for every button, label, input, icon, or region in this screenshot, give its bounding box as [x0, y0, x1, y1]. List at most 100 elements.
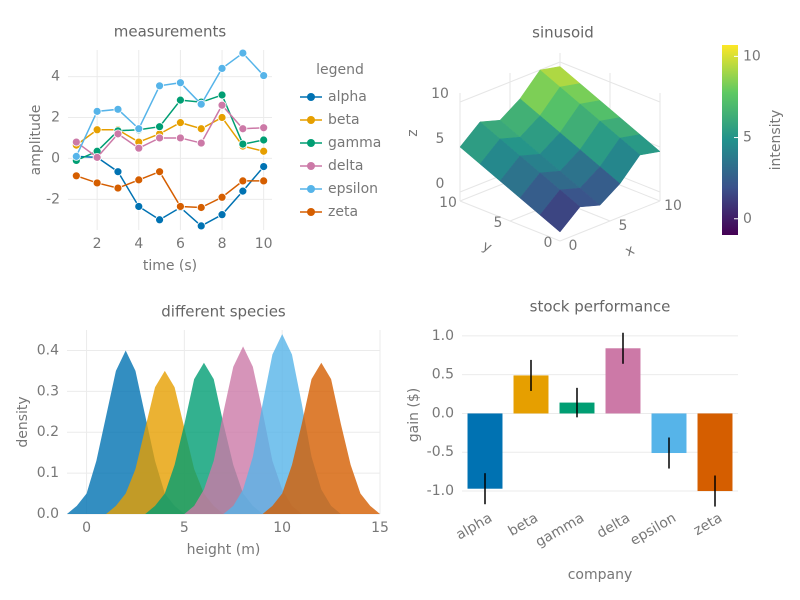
colorbar-tick-label: 5	[743, 130, 752, 146]
z-tick-label: 0	[436, 176, 445, 192]
colorbar-tick-label: 0	[743, 211, 752, 227]
marker	[259, 135, 269, 145]
legend-marker	[307, 93, 315, 101]
legend-marker	[307, 116, 315, 124]
x-axis-label: time (s)	[143, 258, 197, 274]
y-axis-label: amplitude	[28, 105, 44, 176]
x-tick-label: gamma	[533, 510, 587, 551]
surface-patch	[539, 189, 581, 233]
x-axis-label: height (m)	[187, 542, 261, 558]
density-area	[252, 362, 380, 514]
chart-title: different species	[161, 303, 286, 321]
grid-line	[559, 61, 661, 103]
density-area	[96, 370, 234, 514]
marker	[259, 71, 269, 80]
series-line	[75, 116, 264, 152]
legend-marker	[307, 139, 315, 147]
marker	[134, 124, 144, 134]
marker	[238, 186, 248, 196]
series-line	[76, 94, 264, 162]
marker	[176, 118, 185, 128]
marker	[134, 202, 144, 211]
y-tick-label: 0.4	[37, 342, 59, 358]
series-line	[75, 52, 265, 157]
marker	[92, 178, 102, 188]
x-axis-label: x	[623, 242, 637, 260]
x-tick-label: zeta	[691, 510, 725, 539]
marker	[217, 90, 227, 100]
marker	[71, 137, 81, 147]
y-tick-label: 2	[51, 110, 60, 126]
colorbar	[722, 45, 738, 235]
density-area	[135, 362, 273, 514]
x-tick-label: alpha	[453, 510, 495, 543]
y-axis-label: y	[480, 238, 494, 256]
x-tick-label: 10	[273, 520, 291, 536]
x-tick-label: 0	[82, 520, 91, 536]
marker	[113, 167, 123, 177]
z-tick-label: 10	[431, 86, 449, 102]
y-tick-label: 0.0	[432, 405, 454, 421]
x-tick-label: 2	[93, 236, 102, 252]
y-tick-label: 0	[51, 150, 60, 166]
z-axis-label: z	[405, 129, 421, 136]
legend-label: beta	[328, 112, 360, 128]
x-tick-label: delta	[594, 510, 633, 542]
x-tick-label: 5	[619, 218, 628, 234]
marker	[259, 123, 269, 133]
y-tick-label: 1.0	[432, 328, 454, 344]
marker	[259, 176, 269, 186]
marker	[196, 124, 206, 134]
y-tick-label: 5	[494, 215, 503, 231]
marker	[92, 125, 102, 135]
z-tick-label: 5	[436, 131, 445, 147]
density-area	[174, 346, 312, 514]
legend-label: alpha	[328, 89, 367, 105]
marker	[155, 122, 164, 132]
marker	[134, 143, 144, 153]
marker	[155, 215, 164, 225]
y-tick-label: -2	[46, 191, 60, 207]
marker	[217, 113, 227, 122]
marker	[71, 171, 81, 181]
marker	[217, 64, 227, 73]
density-area	[67, 350, 195, 514]
marker	[238, 176, 248, 186]
series-line	[76, 155, 265, 227]
marker	[113, 183, 123, 193]
marker	[134, 175, 144, 185]
marker	[155, 133, 164, 143]
y-tick-label: 0.3	[37, 383, 59, 399]
y-tick-label: 0.2	[37, 424, 59, 440]
chart-title: measurements	[114, 23, 227, 41]
marker	[176, 202, 185, 211]
marker	[92, 106, 102, 116]
x-tick-label: epsilon	[628, 510, 679, 549]
y-tick-label: -1.0	[427, 483, 454, 499]
x-tick-label: 6	[176, 236, 185, 252]
y-tick-label: 4	[51, 69, 60, 85]
x-tick-label: 8	[218, 236, 227, 252]
colorbar-tick-label: 10	[743, 48, 761, 64]
x-tick-label: 4	[134, 236, 143, 252]
series-line	[75, 103, 264, 159]
marker	[155, 167, 164, 177]
x-tick-label: 15	[371, 520, 389, 536]
y-tick-label: 0.1	[37, 465, 59, 481]
y-axis-label: gain ($)	[406, 388, 422, 443]
marker	[238, 124, 248, 134]
y-tick-label: -0.5	[427, 444, 454, 460]
y-axis-label: density	[15, 396, 31, 447]
marker	[196, 221, 206, 231]
marker	[196, 99, 206, 109]
x-axis-label: company	[568, 567, 633, 583]
marker	[155, 81, 164, 91]
grid-line	[459, 61, 561, 103]
marker	[217, 210, 227, 220]
legend-label: delta	[328, 158, 363, 174]
legend-label: zeta	[328, 204, 358, 220]
marker	[176, 78, 185, 88]
legend-label: epsilon	[328, 181, 378, 197]
marker	[217, 100, 227, 110]
